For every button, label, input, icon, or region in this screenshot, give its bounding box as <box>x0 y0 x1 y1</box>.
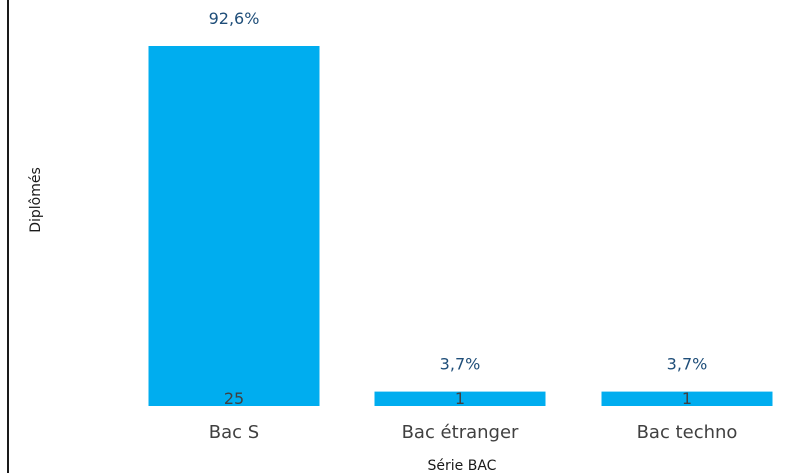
y-axis-title: Diplômés <box>28 167 44 233</box>
category-label-0: Bac S <box>209 422 259 443</box>
count-label-2: 1 <box>682 389 692 408</box>
category-label-1: Bac étranger <box>402 422 519 443</box>
count-label-0: 25 <box>224 389 244 408</box>
bar-2 <box>601 391 773 406</box>
percent-label-2: 3,7% <box>667 355 708 374</box>
count-label-1: 1 <box>455 389 465 408</box>
bars-group <box>148 46 773 406</box>
percent-label-1: 3,7% <box>440 355 481 374</box>
category-label-2: Bac techno <box>637 422 738 443</box>
bar-1 <box>374 391 546 406</box>
bar-0 <box>148 46 320 406</box>
labels-group: 92,6% 25 Bac S 3,7% 1 Bac étranger 3,7% 1 Bac te… <box>209 9 738 443</box>
percent-label-0: 92,6% <box>209 9 260 28</box>
left-border <box>7 0 9 473</box>
x-axis-title: Série BAC <box>428 458 497 473</box>
